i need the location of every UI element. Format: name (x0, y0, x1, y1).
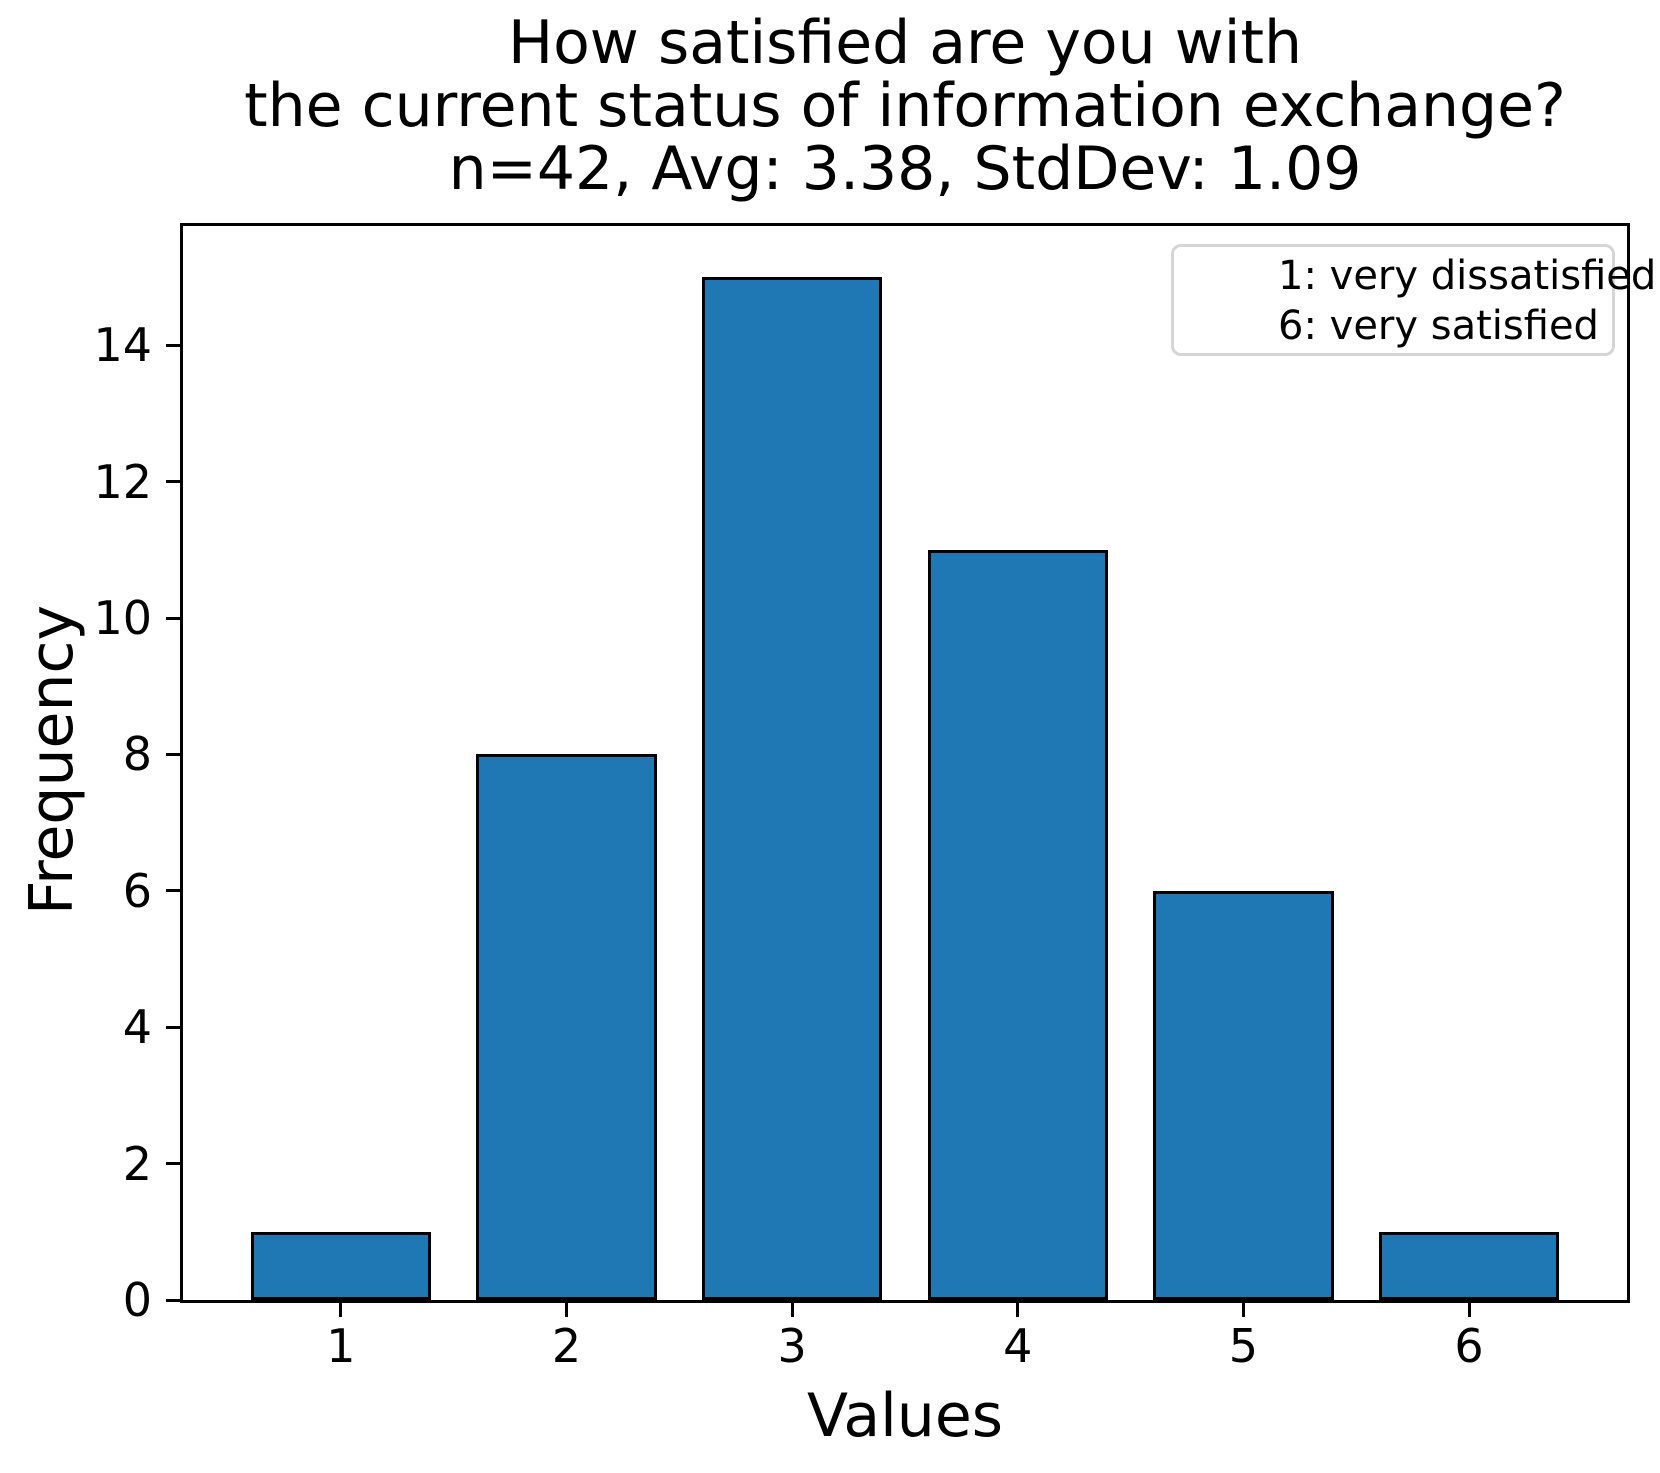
x-tick-label: 6 (1454, 1319, 1484, 1373)
y-tick (166, 1162, 180, 1166)
plot-area: 1: very dissatisfied 6: very satisfied 1… (93, 223, 1657, 1370)
y-tick-label: 4 (122, 1000, 152, 1055)
x-tick (1241, 1303, 1245, 1317)
legend-line-2: 6: very satisfied (1278, 303, 1599, 349)
y-tick (166, 1025, 180, 1029)
chart-title: How satisfied are you with the current s… (180, 12, 1630, 201)
y-tick-label: 2 (122, 1136, 152, 1191)
y-tick-label: 0 (122, 1273, 152, 1327)
y-tick-label: 8 (122, 727, 152, 782)
y-tick (166, 616, 180, 620)
y-tick (166, 752, 180, 756)
x-axis-label: Values (806, 1381, 1004, 1451)
y-tick-label: 14 (93, 318, 152, 373)
chart-title-line-3: n=42, Avg: 3.38, StdDev: 1.09 (448, 134, 1362, 204)
y-tick-label: 12 (93, 454, 152, 509)
chart-title-line-2: the current status of information exchan… (244, 71, 1566, 141)
x-tick-label: 1 (326, 1319, 356, 1373)
x-tick (565, 1303, 569, 1317)
bar-value-6 (1378, 1231, 1560, 1300)
bar-value-2 (476, 754, 657, 1300)
y-tick (166, 343, 180, 347)
bar-value-3 (701, 277, 883, 1300)
chart-title-line-1: How satisfied are you with (507, 8, 1303, 78)
x-tick (1467, 1303, 1471, 1317)
bar-value-4 (927, 549, 1109, 1300)
x-tick-label: 5 (1228, 1319, 1259, 1373)
legend: 1: very dissatisfied 6: very satisfied (1171, 244, 1657, 356)
x-tick-label: 4 (1003, 1319, 1033, 1373)
x-tick-label: 2 (551, 1319, 582, 1373)
x-tick (790, 1303, 794, 1317)
y-tick (166, 480, 180, 484)
y-tick (166, 889, 180, 893)
y-tick (166, 1298, 180, 1302)
x-tick (1016, 1303, 1020, 1317)
bar-value-5 (1153, 890, 1334, 1300)
y-tick-label: 10 (93, 591, 152, 646)
x-tick (339, 1303, 343, 1317)
x-tick-label: 3 (777, 1319, 807, 1373)
legend-line-1: 1: very dissatisfied (1278, 253, 1657, 299)
y-tick-label: 6 (122, 863, 152, 918)
bar-value-1 (250, 1231, 432, 1300)
